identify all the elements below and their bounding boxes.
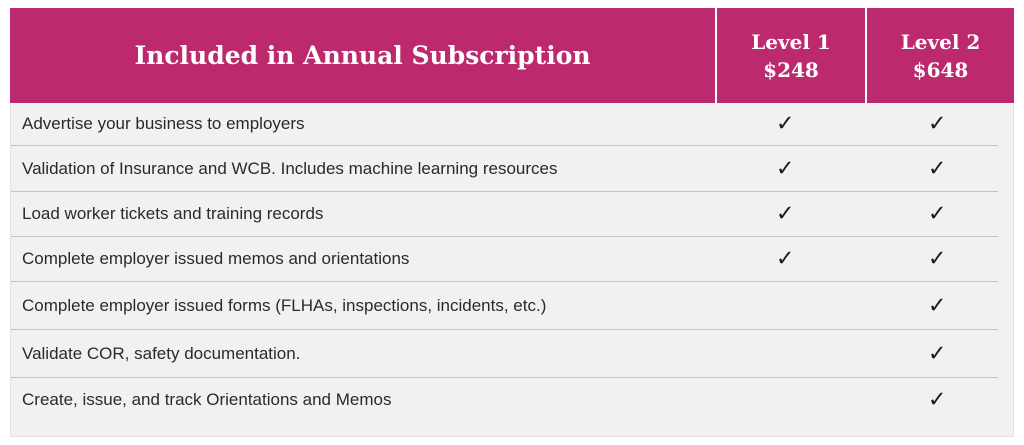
feature-label: Validation of Insurance and WCB. Include… [22, 158, 558, 178]
feature-label: Create, issue, and track Orientations an… [22, 390, 392, 409]
level-1-price: $248 [763, 57, 819, 82]
table-row: Validate COR, safety documentation. ✓ [11, 330, 998, 378]
level-2-name: Level 2 [900, 29, 981, 54]
check-icon: ✓ [776, 246, 795, 272]
check-icon: ✓ [928, 111, 947, 137]
table-row: Complete employer issued memos and orien… [11, 237, 998, 282]
check-icon: ✓ [928, 341, 947, 366]
table-row: Create, issue, and track Orientations an… [11, 378, 998, 422]
level-2-price: $648 [912, 57, 969, 82]
level-1-name: Level 1 [751, 29, 831, 54]
feature-label: Validate COR, safety documentation. [22, 343, 301, 363]
feature-label: Load worker tickets and training records [22, 204, 324, 223]
header-level-2: Level 2 $648 [867, 8, 1014, 103]
feature-label: Complete employer issued forms (FLHAs, i… [22, 295, 547, 315]
header-title: Included in Annual Subscription [10, 8, 715, 103]
check-icon: ✓ [776, 156, 795, 181]
table-row: Advertise your business to employers ✓ ✓ [11, 103, 998, 146]
table-row: Complete employer issued forms (FLHAs, i… [11, 282, 998, 330]
header-title-text: Included in Annual Subscription [134, 41, 591, 70]
feature-label: Advertise your business to employers [22, 114, 305, 133]
check-icon: ✓ [928, 293, 947, 318]
check-icon: ✓ [776, 201, 795, 227]
table-row: Load worker tickets and training records… [11, 192, 998, 237]
check-icon: ✓ [928, 246, 947, 272]
feature-table-body: Advertise your business to employers ✓ ✓ Va… [10, 103, 1014, 437]
table-row: Validation of Insurance and WCB. Include… [11, 146, 998, 192]
check-icon: ✓ [928, 387, 947, 413]
feature-label: Complete employer issued memos and orien… [22, 249, 410, 268]
check-icon: ✓ [928, 201, 947, 227]
check-icon: ✓ [776, 111, 795, 137]
check-icon: ✓ [928, 156, 947, 181]
header-level-1: Level 1 $248 [717, 8, 865, 103]
